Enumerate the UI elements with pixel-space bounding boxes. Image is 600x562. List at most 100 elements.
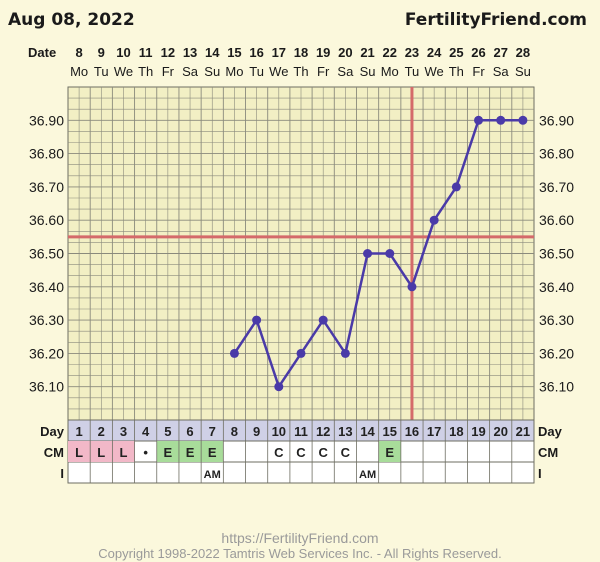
cm-fill xyxy=(378,441,401,462)
temperature-point xyxy=(363,249,373,258)
date-label: 21 xyxy=(360,45,374,60)
y-tick-label-left: 36.70 xyxy=(29,179,64,195)
cm-row-label-right: CM xyxy=(538,445,558,460)
weekday-label: Sa xyxy=(493,64,510,79)
cm-fill xyxy=(112,441,135,462)
cm-code: C xyxy=(341,445,351,460)
day-number: 12 xyxy=(316,424,330,439)
date-label: 11 xyxy=(139,45,153,60)
plot-area xyxy=(67,86,535,421)
date-label: 26 xyxy=(471,45,485,60)
cm-code: C xyxy=(296,445,306,460)
y-tick-label-right: 36.70 xyxy=(539,179,574,195)
temperature-point xyxy=(496,115,506,125)
day-number: 13 xyxy=(338,424,352,439)
cm-fill xyxy=(201,441,224,462)
y-tick-label-left: 36.80 xyxy=(29,146,64,162)
day-number: 9 xyxy=(253,424,260,439)
day-number: 1 xyxy=(75,424,82,439)
cm-fill xyxy=(68,441,91,462)
date-label: 8 xyxy=(75,45,82,60)
y-tick-label-left: 36.20 xyxy=(29,345,64,361)
temperature-point xyxy=(252,315,262,325)
day-number: 6 xyxy=(186,424,193,439)
temperature-point xyxy=(451,182,461,192)
date-label: 10 xyxy=(116,45,130,60)
cm-fill xyxy=(178,441,202,462)
date-label: 19 xyxy=(316,45,330,60)
temperature-point xyxy=(429,215,439,225)
y-tick-label-left: 36.90 xyxy=(29,112,64,128)
i-row xyxy=(67,461,535,484)
day-number: 4 xyxy=(142,424,150,439)
intercourse-mark: AM xyxy=(204,469,221,481)
y-tick-label-left: 36.50 xyxy=(29,246,64,262)
y-tick-label-right: 36.90 xyxy=(539,112,574,128)
y-axis-left: 36.10 36.20 36.30 36.40 36.50 36.60 36.70 36.80… xyxy=(29,112,64,394)
temperature-point xyxy=(229,348,239,358)
weekday-label: Fr xyxy=(472,64,485,79)
cm-code: L xyxy=(75,445,83,460)
weekday-label: Sa xyxy=(182,64,199,79)
weekday-label: Sa xyxy=(337,64,354,79)
day-row-label-left: Day xyxy=(40,424,65,439)
temperature-point xyxy=(340,348,350,358)
y-tick-label-left: 36.40 xyxy=(29,279,64,295)
day-number: 18 xyxy=(449,424,463,439)
date-label: 9 xyxy=(98,45,105,60)
y-tick-label-right: 36.60 xyxy=(539,212,574,228)
day-number: 15 xyxy=(383,424,397,439)
y-tick-label-right: 36.10 xyxy=(539,379,574,395)
day-number: 19 xyxy=(471,424,485,439)
weekday-label: Su xyxy=(360,64,376,79)
cm-code: E xyxy=(208,445,217,460)
cm-fill xyxy=(156,441,179,462)
day-number: 8 xyxy=(231,424,238,439)
temperature-point xyxy=(407,282,417,292)
weekday-label: Tu xyxy=(94,64,109,79)
day-number: 21 xyxy=(516,424,530,439)
date-label: 14 xyxy=(205,45,220,60)
footer-copyright: Copyright 1998-2022 Tamtris Web Services… xyxy=(98,546,502,561)
weekday-label: Th xyxy=(449,64,464,79)
weekday-label: Tu xyxy=(405,64,420,79)
day-number: 5 xyxy=(164,424,171,439)
cm-code: L xyxy=(97,445,105,460)
temperature-point xyxy=(518,115,528,125)
y-tick-label-left: 36.60 xyxy=(29,212,64,228)
day-number: 17 xyxy=(427,424,441,439)
weekday-label: We xyxy=(425,64,444,79)
date-label: 22 xyxy=(383,45,397,60)
date-label: 15 xyxy=(227,45,241,60)
temperature-point xyxy=(318,315,328,325)
weekday-label: Mo xyxy=(381,64,399,79)
day-number: 7 xyxy=(209,424,216,439)
day-number: 11 xyxy=(294,424,308,439)
temperature-point xyxy=(474,115,484,125)
day-number: 16 xyxy=(405,424,419,439)
weekday-label: Su xyxy=(204,64,220,79)
site-name: FertilityFriend.com xyxy=(405,10,587,30)
intercourse-mark: AM xyxy=(359,469,376,481)
footer-url: https://FertilityFriend.com xyxy=(221,530,379,546)
cm-code: E xyxy=(385,445,394,460)
cm-code: • xyxy=(143,445,148,460)
temperature-series xyxy=(68,87,534,420)
y-tick-label-right: 36.30 xyxy=(539,312,574,328)
day-number: 3 xyxy=(120,424,127,439)
weekday-label: We xyxy=(269,64,288,79)
day-number: 2 xyxy=(98,424,105,439)
temperature-point xyxy=(274,382,284,392)
date-label: 24 xyxy=(427,45,442,60)
y-axis-right: 36.10 36.20 36.30 36.40 36.50 36.60 36.70 36.80… xyxy=(539,112,574,394)
cm-code: E xyxy=(164,445,173,460)
cm-code: E xyxy=(186,445,195,460)
weekday-label: Fr xyxy=(317,64,330,79)
temperature-point xyxy=(385,249,395,258)
weekday-label: Th xyxy=(138,64,153,79)
weekday-label: Mo xyxy=(225,64,243,79)
cm-row-label-left: CM xyxy=(44,445,64,460)
cm-code: C xyxy=(318,445,328,460)
